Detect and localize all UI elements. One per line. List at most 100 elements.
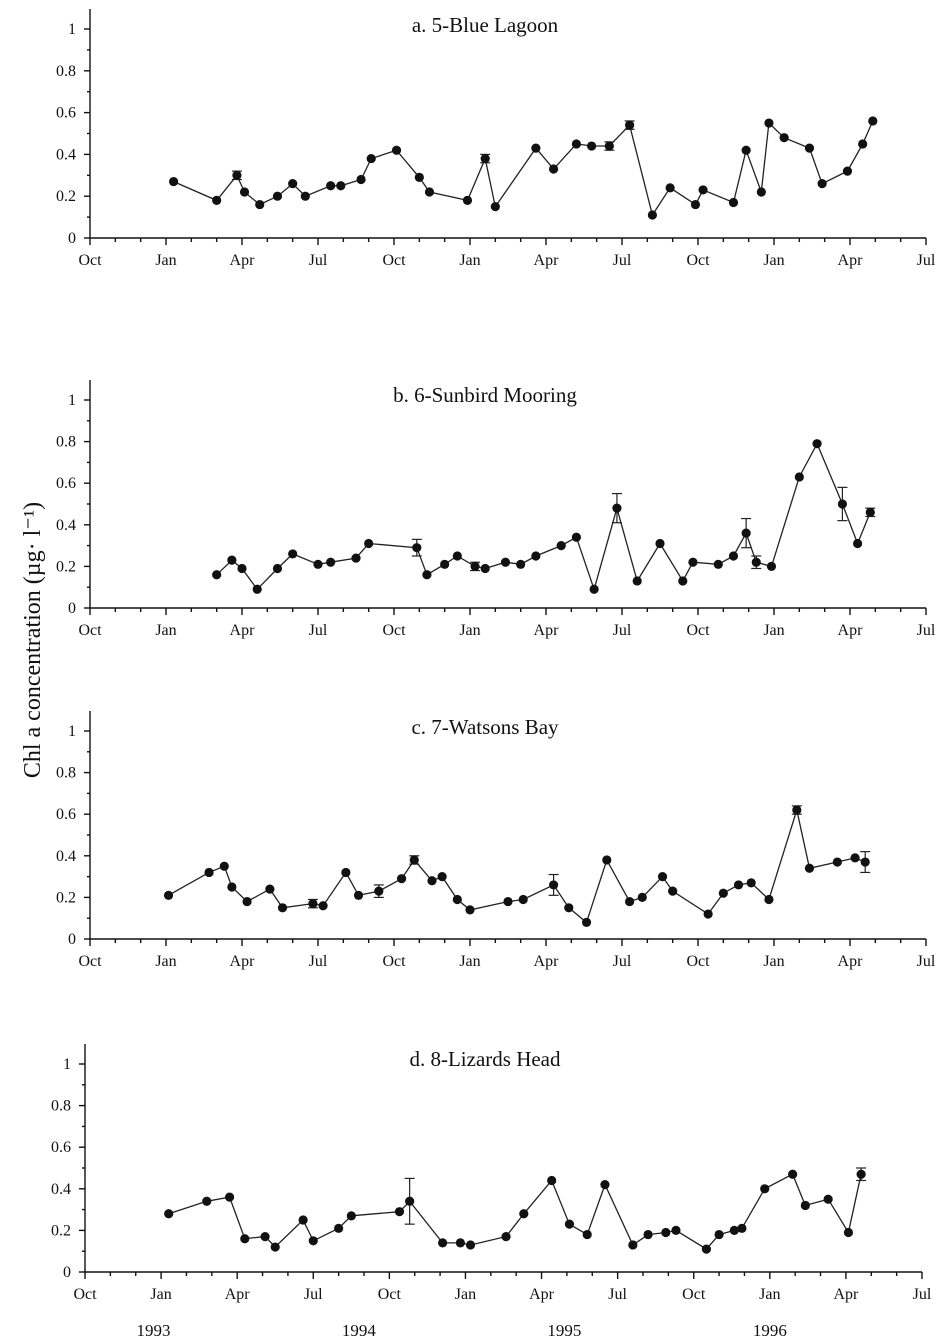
x-tick-label: Oct [78,252,102,269]
data-point [326,557,336,567]
x-year-label: 1993 [136,1321,170,1340]
data-point [661,1227,671,1238]
data-point [625,896,635,907]
x-tick-label: Oct [73,1286,97,1303]
x-tick-label: Oct [686,622,710,639]
data-point [856,1169,866,1179]
data-point [202,1196,212,1206]
data-point [604,141,614,151]
data-point [270,1242,280,1252]
data-point [480,153,490,164]
x-tick-label: Oct [686,252,710,269]
y-tick-label: 0.8 [56,434,76,451]
y-tick-label: 0.2 [56,188,76,205]
x-tick-label: Jul [917,252,936,269]
data-point [760,1184,770,1194]
data-point [564,1219,575,1229]
data-point [356,174,366,185]
x-tick-label: Jan [150,1286,171,1303]
x-tick-label: Apr [838,953,864,970]
data-point [531,143,541,153]
x-tick-label: Jul [613,953,632,970]
x-tick-label: Jan [759,1286,780,1303]
y-tick-label: 0.8 [56,63,76,80]
data-point [779,133,789,143]
data-point [547,1175,557,1186]
data-point [860,857,870,867]
x-tick-label: Oct [378,1286,402,1303]
data-point [678,576,688,586]
data-point [452,894,462,905]
data-point [823,1194,833,1204]
data-point [272,191,283,201]
x-tick-label: Apr [534,622,560,639]
data-point [239,187,250,197]
panel-title: d. 8-Lizards Head [409,1047,561,1071]
data-point [308,899,318,909]
x-tick-label: Jan [455,1286,476,1303]
x-tick-label: Apr [838,252,864,269]
x-year-label: 1994 [342,1321,377,1340]
data-point [746,878,756,888]
data-point [298,1215,308,1225]
data-point [832,857,842,867]
y-tick-label: 0.6 [56,105,76,122]
x-tick-label: Apr [534,953,560,970]
x-tick-label: Jan [763,252,784,269]
data-point [868,116,878,126]
x-tick-label: Jan [155,622,176,639]
series-line [168,1173,862,1250]
data-point [741,528,751,538]
data-point [265,884,275,894]
data-point [204,867,214,878]
data-point [571,532,582,542]
data-point [668,886,678,896]
x-tick-label: Apr [529,1286,555,1303]
y-tick-label: 0.2 [56,558,76,575]
data-point [804,143,815,153]
data-point [237,563,247,574]
x-tick-label: Oct [382,252,406,269]
x-tick-label: Jul [917,622,936,639]
y-tick-label: 0.4 [56,517,76,534]
data-point [600,1180,610,1190]
data-point [718,888,728,898]
x-tick-label: Oct [382,953,406,970]
data-point [212,570,222,580]
data-point [698,185,708,195]
data-point [300,191,310,201]
data-point [308,1236,318,1246]
data-point [850,853,860,863]
data-point [164,1209,174,1219]
y-tick-label: 0.2 [56,889,76,906]
panel-d: d. 8-Lizards Head 0 0.2 0.4 0.6 0.8 1 Oct Jan Apr… [51,1044,932,1340]
x-tick-label: Jan [763,953,784,970]
data-point [741,145,751,155]
data-point [531,551,541,561]
y-tick-label: 1 [68,392,76,409]
x-tick-label: Jan [459,622,480,639]
data-point [516,559,526,569]
data-point [374,886,384,896]
data-point [713,559,723,569]
data-point [334,1223,344,1233]
x-tick-label: Jan [155,953,176,970]
data-point [163,890,174,900]
data-point [438,1238,448,1248]
data-point [571,139,582,149]
data-point [587,141,597,151]
data-point [589,584,599,594]
data-point [817,179,827,189]
data-point [655,538,665,549]
data-point [341,867,351,878]
data-point [353,890,364,900]
data-point [288,549,298,559]
data-point [657,872,668,882]
data-point [549,880,559,890]
data-point [394,1207,405,1217]
y-tick-label: 0 [68,600,76,617]
x-tick-label: Oct [682,1286,706,1303]
x-year-label: 1995 [547,1321,581,1340]
data-point [581,917,592,927]
data-point [800,1200,810,1211]
